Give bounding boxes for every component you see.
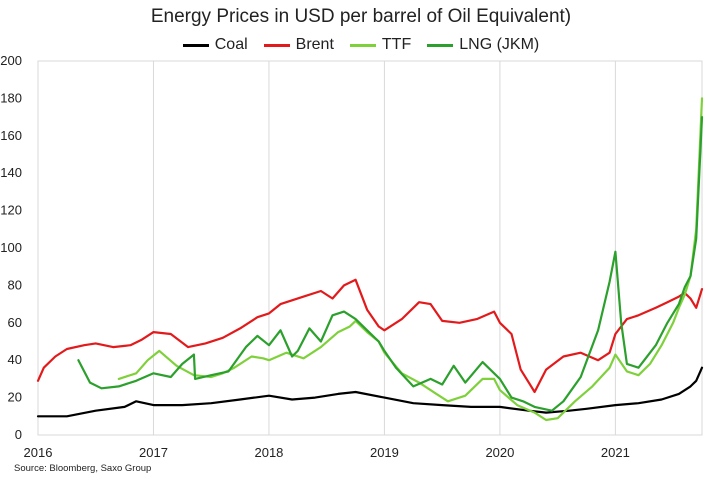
legend-swatch-ttf	[349, 43, 376, 47]
x-tick-label: 2020	[485, 445, 514, 460]
series-line-coal	[36, 366, 704, 418]
legend-item-brent: Brent	[263, 36, 334, 54]
plot-frame	[37, 60, 703, 436]
series-line-brent	[36, 278, 704, 394]
legend-swatch-brent	[263, 43, 290, 47]
series-line-lng-jkm	[77, 115, 704, 412]
y-tick-label: 160	[0, 128, 22, 143]
legend-item-lng: LNG (JKM)	[427, 36, 539, 54]
legend-label-brent: Brent	[295, 36, 334, 53]
legend-swatch-coal	[182, 43, 209, 47]
legend-label-coal: Coal	[214, 36, 248, 53]
y-tick-label: 120	[0, 203, 22, 218]
x-tick-label: 2021	[601, 445, 630, 460]
y-tick-label: 60	[8, 315, 22, 330]
source-note: Source: Bloomberg, Saxo Group	[14, 463, 152, 474]
y-tick-label: 200	[0, 53, 22, 68]
x-tick-label: 2017	[139, 445, 168, 460]
y-tick-label: 80	[8, 277, 22, 292]
chart-title: Energy Prices in USD per barrel of Oil E…	[150, 6, 572, 27]
y-tick-label: 20	[8, 390, 22, 405]
legend-item-ttf: TTF	[349, 36, 412, 54]
legend-item-coal: Coal	[182, 36, 248, 54]
x-tick-label: 2016	[24, 445, 53, 460]
legend-label-lng: LNG (JKM)	[459, 36, 540, 53]
y-tick-label: 180	[0, 90, 22, 105]
y-tick-label: 140	[0, 165, 22, 180]
y-tick-label: 0	[15, 427, 22, 442]
y-tick-label: 40	[8, 352, 22, 367]
chart-legend: Coal Brent TTF LNG (JKM)	[0, 36, 722, 54]
legend-swatch-lng	[427, 43, 454, 47]
legend-label-ttf: TTF	[381, 36, 412, 53]
x-tick-label: 2018	[254, 445, 283, 460]
y-tick-label: 100	[0, 240, 22, 255]
x-tick-label: 2019	[370, 445, 399, 460]
